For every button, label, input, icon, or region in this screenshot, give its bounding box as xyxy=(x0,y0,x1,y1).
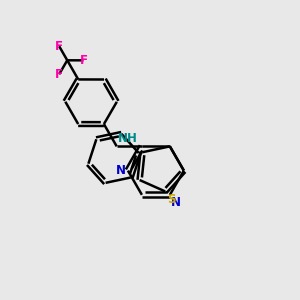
Text: F: F xyxy=(80,54,87,67)
Text: S: S xyxy=(167,193,176,206)
Text: N: N xyxy=(170,196,181,209)
Text: NH: NH xyxy=(118,132,138,145)
Text: F: F xyxy=(55,68,63,81)
Text: F: F xyxy=(55,40,63,53)
Text: N: N xyxy=(116,164,126,177)
